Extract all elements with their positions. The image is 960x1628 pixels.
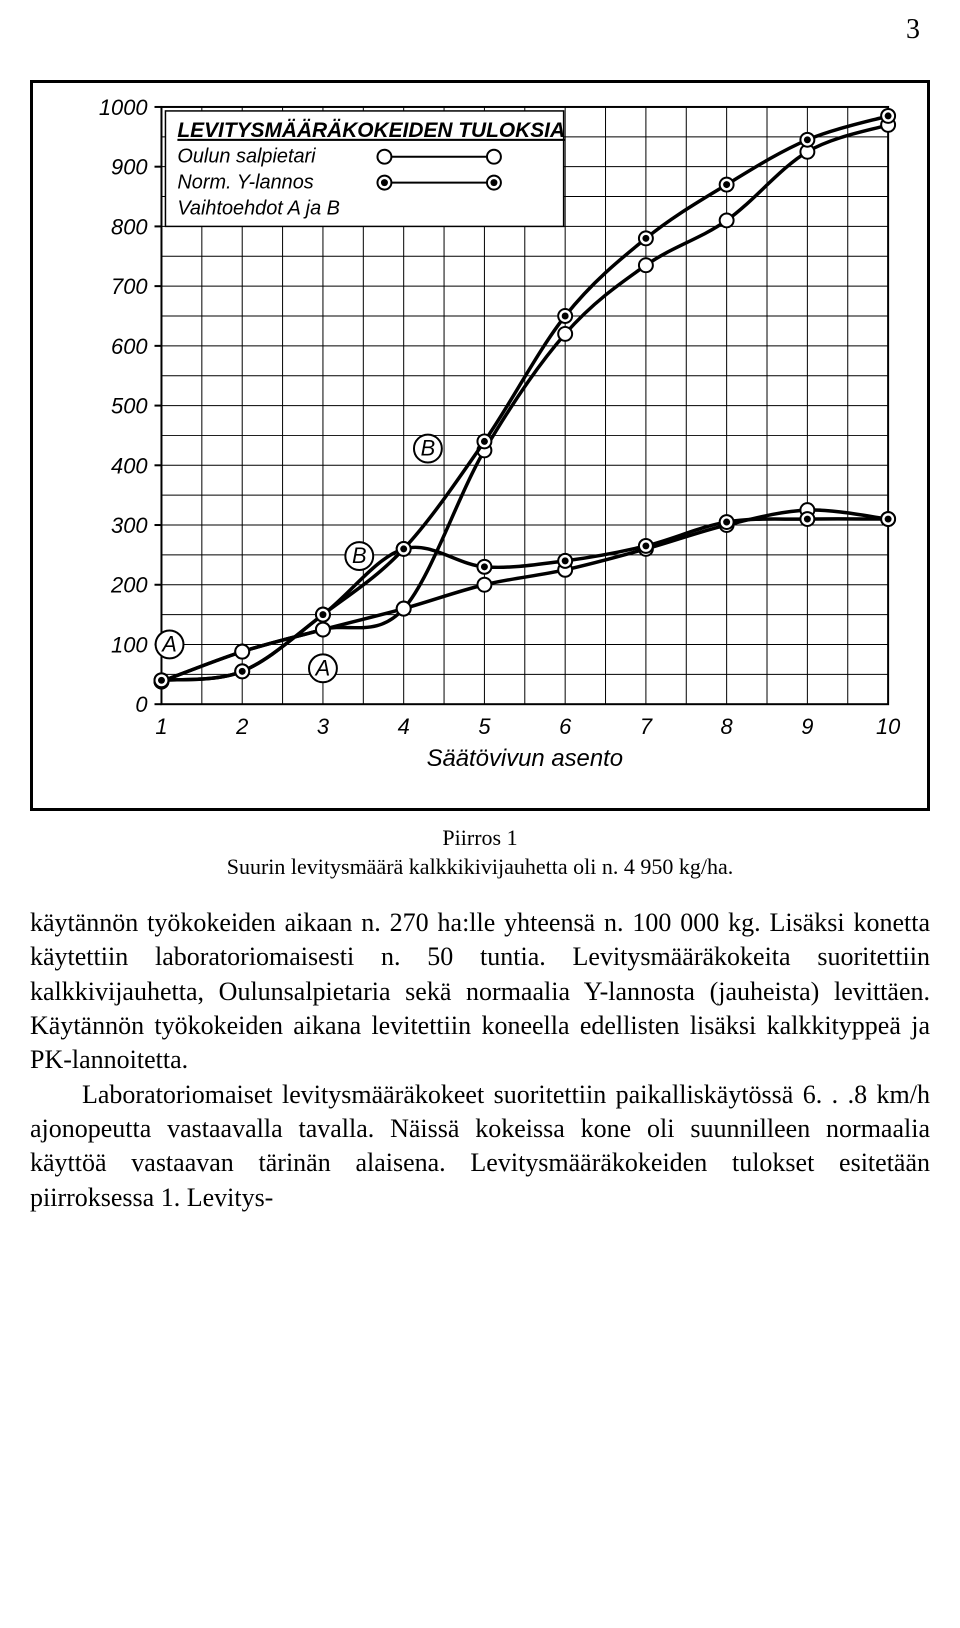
page: 3 LEVITYSMÄÄRÄKOKEIDEN TULOKSIA Oulun sal…: [0, 0, 960, 1245]
legend-label: Vaihtoehdot A ja B: [177, 197, 340, 219]
caption-line-2: Suurin levitysmäärä kalkkikivijauhetta o…: [30, 852, 930, 882]
body-paragraph-2: Laboratoriomaiset levitysmääräkokeet suo…: [30, 1078, 930, 1215]
body-paragraph-1: käytännön työkokeiden aikaan n. 270 ha:l…: [30, 906, 930, 1078]
y-tick-label: 1000: [99, 97, 148, 120]
x-axis-label: Säätövivun asento: [427, 745, 623, 772]
caption-line-1: Piirros 1: [30, 823, 930, 853]
x-tick-label: 9: [801, 714, 813, 739]
y-tick-label: 700: [111, 274, 148, 299]
y-tick-label: 200: [110, 573, 147, 598]
x-tick-label: 6: [559, 714, 572, 739]
legend-label: Oulun salpietari: [177, 146, 316, 168]
y-tick-label: 300: [111, 513, 148, 538]
y-tick-label: 800: [111, 214, 148, 239]
x-tick-label: 10: [876, 714, 900, 739]
x-tick-label: 4: [398, 714, 410, 739]
x-tick-label: 5: [478, 714, 491, 739]
line-chart: LEVITYSMÄÄRÄKOKEIDEN TULOKSIA Oulun salpi…: [47, 97, 913, 794]
y-tick-label: 100: [111, 632, 148, 657]
series-label: B: [421, 436, 436, 461]
series-label: B: [352, 543, 367, 568]
series-label: A: [314, 655, 331, 680]
x-tick-label: 1: [155, 714, 167, 739]
x-tick-label: 3: [317, 714, 329, 739]
chart-title: LEVITYSMÄÄRÄKOKEIDEN TULOKSIA: [177, 119, 565, 142]
y-tick-label: 900: [111, 155, 148, 180]
y-tick-label: 600: [111, 334, 148, 359]
chart-caption: Piirros 1 Suurin levitysmäärä kalkkikivi…: [30, 823, 930, 882]
series-label: A: [160, 631, 177, 656]
chart-frame: LEVITYSMÄÄRÄKOKEIDEN TULOKSIA Oulun salpi…: [30, 80, 930, 811]
y-tick-label: 500: [111, 394, 148, 419]
legend-label: Norm. Y-lannos: [177, 172, 313, 194]
y-tick-label: 400: [111, 453, 148, 478]
x-tick-label: 7: [640, 714, 653, 739]
x-tick-label: 8: [721, 714, 734, 739]
y-tick-label: 0: [135, 692, 147, 717]
body-text: käytännön työkokeiden aikaan n. 270 ha:l…: [30, 906, 930, 1215]
x-tick-label: 2: [235, 714, 248, 739]
page-number: 3: [906, 14, 920, 46]
